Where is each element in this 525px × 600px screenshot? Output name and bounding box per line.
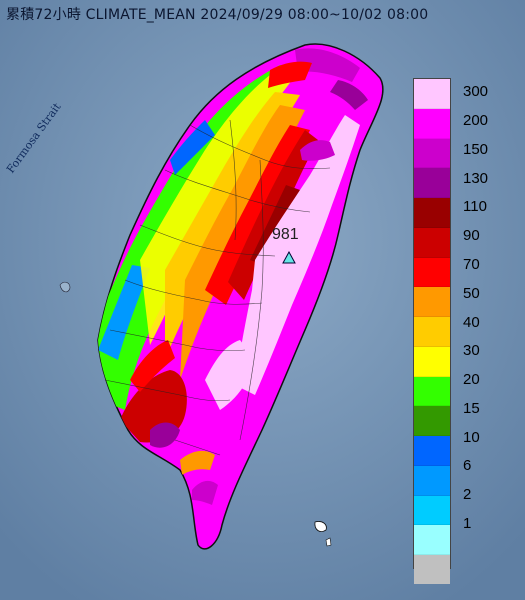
legend-label: 20 (463, 371, 480, 389)
legend-label: 90 (463, 227, 480, 245)
legend-swatch (414, 138, 450, 169)
taiwan-island (97, 43, 384, 550)
legend-swatch (414, 108, 450, 139)
legend-swatch (414, 346, 450, 377)
legend-label: 30 (463, 342, 480, 360)
county-boundaries (104, 119, 331, 456)
legend-swatch (414, 495, 450, 526)
legend-label: 150 (463, 140, 489, 158)
station-value-label: 981 (272, 226, 299, 243)
legend-label: 110 (463, 198, 487, 216)
legend-label: 40 (463, 313, 480, 331)
legend-swatch (414, 257, 450, 288)
map-title: 累積72小時 CLIMATE_MEAN 2024/09/29 08:00~10/… (6, 7, 429, 23)
legend-label: 70 (463, 255, 480, 273)
legend-label: 6 (463, 457, 472, 475)
legend-swatch (414, 376, 450, 407)
legend-swatch (414, 227, 450, 258)
legend-label: 200 (463, 112, 489, 130)
legend-label: 130 (463, 169, 489, 187)
legend-label: 2 (463, 486, 472, 504)
legend-swatch (414, 406, 450, 436)
legend-label: 50 (463, 284, 480, 302)
legend-label: 15 (463, 399, 480, 417)
legend-label: 1 (463, 514, 472, 532)
legend-label: 300 (463, 83, 489, 101)
legend-swatch (414, 525, 450, 555)
legend-swatch (414, 287, 450, 317)
station-triangle-icon (282, 250, 296, 264)
legend-swatch (414, 436, 450, 466)
legend-swatch (414, 317, 450, 347)
legend-swatch (414, 79, 450, 109)
legend-swatch (414, 198, 450, 228)
rainfall-fill (98, 48, 368, 505)
legend-colorbar (413, 78, 451, 584)
legend-swatch (414, 168, 450, 198)
legend-swatch (414, 555, 450, 584)
legend-label: 10 (463, 428, 480, 446)
outlying-islands (59, 281, 332, 547)
legend-swatch (414, 465, 450, 496)
